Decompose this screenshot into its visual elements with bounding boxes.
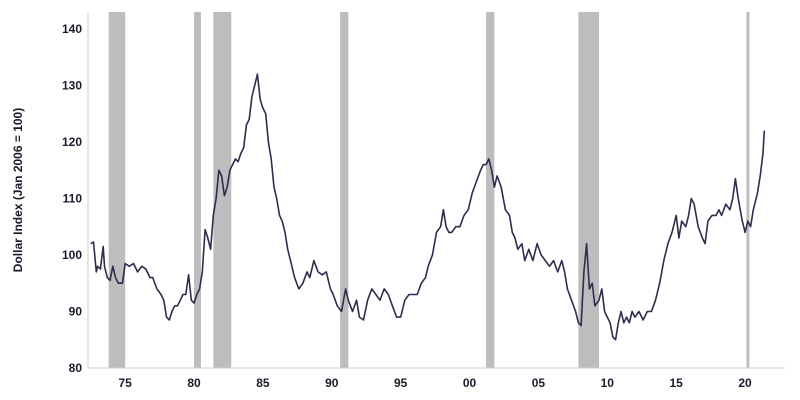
y-tick-label: 80 <box>69 361 83 375</box>
recession-band <box>108 12 126 368</box>
x-tick-label: 15 <box>670 376 684 390</box>
x-tick-labels: 75 80 85 90 95 00 05 10 15 20 <box>119 376 753 390</box>
recession-band <box>340 12 349 368</box>
x-tick-label: 85 <box>256 376 270 390</box>
chart-axes <box>87 12 785 369</box>
dollar-index-series-line <box>90 73 766 341</box>
y-tick-label: 110 <box>63 191 83 205</box>
y-tick-label: 140 <box>62 22 82 36</box>
x-tick-label: 00 <box>463 376 477 390</box>
recession-band <box>486 12 495 368</box>
x-tick-label: 75 <box>119 376 133 390</box>
recession-band <box>213 12 232 368</box>
recession-band <box>194 12 201 368</box>
recession-bands <box>108 12 750 368</box>
y-tick-labels: 80 90 100 110 120 130 140 <box>62 22 82 375</box>
x-tick-label: 90 <box>325 376 339 390</box>
x-tick-label: 80 <box>187 376 201 390</box>
y-axis-title: Dollar Index (Jan 2006 = 100) <box>11 108 25 272</box>
y-tick-label: 100 <box>62 248 82 262</box>
y-tick-label: 120 <box>62 135 82 149</box>
x-tick-label: 10 <box>601 376 615 390</box>
x-tick-label: 95 <box>394 376 408 390</box>
x-tick-label: 20 <box>738 376 752 390</box>
y-tick-label: 130 <box>62 78 82 92</box>
x-tick-label: 05 <box>532 376 546 390</box>
recession-band <box>746 12 750 368</box>
y-tick-label: 90 <box>69 304 83 318</box>
